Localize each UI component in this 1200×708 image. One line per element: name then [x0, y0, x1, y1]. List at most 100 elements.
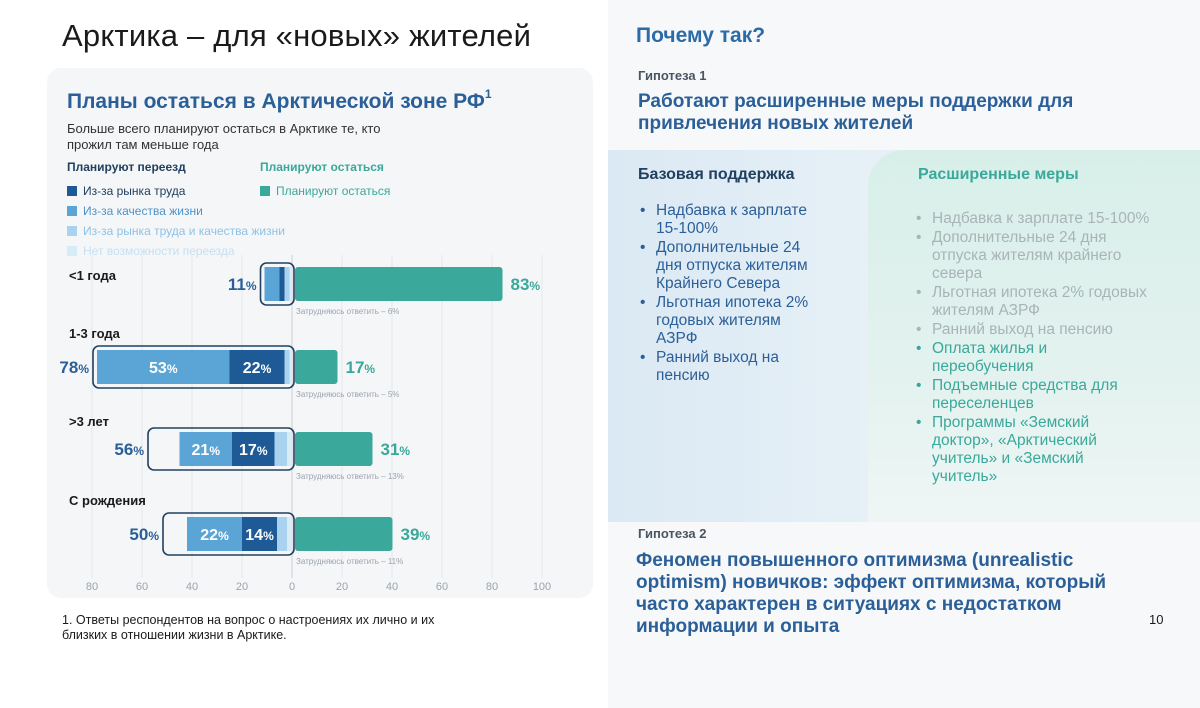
move-total-label: 78% [59, 358, 89, 377]
move-total-label: 56% [114, 440, 144, 459]
x-tick-label: 20 [336, 581, 348, 593]
legend-label-labor: Из-за рынка труда [83, 184, 186, 198]
category-label: С рождения [69, 493, 146, 508]
legend-header-move: Планируют переезд [67, 160, 186, 174]
move-segment-value-label: 17% [239, 442, 268, 459]
hypothesis-1-text: Работают расширенные меры поддержки для … [638, 91, 1074, 134]
move-bar-segment [274, 432, 287, 466]
footnote: 1. Ответы респондентов на вопрос о настр… [62, 613, 435, 642]
extended-measure-item-new: Подъемные средства для переселенцев [914, 377, 1150, 413]
hard-to-answer-label: Затрудняюсь ответить – 6% [296, 307, 399, 316]
stay-bar [295, 517, 393, 551]
basic-support-item: Дополнительные 24 дня отпуска жителям Кр… [638, 239, 818, 293]
x-tick-label: 40 [386, 581, 398, 593]
extended-measure-item-base: Дополнительные 24 дня отпуска жителям кр… [914, 229, 1150, 283]
hypothesis-1-label: Гипотеза 1 [638, 68, 707, 83]
legend-item-labor: Из-за рынка труда [67, 184, 185, 198]
stay-bar [295, 267, 503, 301]
x-tick-label: 0 [289, 581, 295, 593]
extended-measure-item-base: Льготная ипотека 2% годовых жителям АЗРФ [914, 284, 1150, 320]
stay-value-label: 31% [381, 440, 411, 459]
legend-swatch-stay [260, 186, 270, 196]
chart-title-text: Планы остаться в Арктической зоне РФ [67, 90, 485, 113]
legend-item-both: Из-за рынка труда и качества жизни [67, 224, 285, 238]
chart-plot: 80 60 40 20 0 20 40 60 80 100 <1 года 11% 83% Затрудн… [59, 255, 551, 593]
basic-support-item: Ранний выход на пенсию [638, 349, 818, 385]
stay-bar [295, 350, 338, 384]
move-bar-segment [289, 350, 292, 384]
move-segment-value-label: 53% [149, 360, 178, 377]
legend-label-no-option: Нет возможности переезда [83, 244, 235, 258]
category-label: 1-3 года [69, 326, 121, 341]
move-segment-value-label: 14% [245, 527, 274, 544]
move-bar-segment [284, 267, 290, 301]
category-label: >3 лет [69, 414, 109, 429]
move-bar-segment [287, 517, 292, 551]
basic-support-list: Надбавка к зарплате 15-100%Дополнительны… [638, 202, 818, 386]
legend-label-both: Из-за рынка труда и качества жизни [83, 224, 285, 238]
stay-bar [295, 432, 373, 466]
legend-label-stay: Планируют остаться [276, 184, 391, 198]
move-bar-segment [232, 432, 275, 466]
move-total-outline [92, 345, 295, 389]
move-total-label: 11% [228, 275, 257, 294]
extended-measures-list: Надбавка к зарплате 15-100%Дополнительны… [914, 210, 1150, 487]
extended-measure-item-base: Надбавка к зарплате 15-100% [914, 210, 1150, 228]
x-tick-label: 60 [436, 581, 448, 593]
move-total-outline [259, 262, 295, 306]
x-tick-label: 100 [533, 581, 551, 593]
legend-item-stay: Планируют остаться [260, 184, 390, 198]
x-tick-label: 80 [86, 581, 98, 593]
right-title: Почему так? [636, 24, 766, 47]
x-tick-label: 40 [186, 581, 198, 593]
legend-swatch-no-option [67, 246, 77, 256]
move-bar-segment [187, 517, 242, 551]
legend-swatch-both [67, 226, 77, 236]
move-segment-value-label: 22% [243, 360, 272, 377]
legend-item-no-option: Нет возможности переезда [67, 244, 235, 258]
legend-header-stay: Планируют остаться [260, 160, 384, 174]
basic-support-item: Льготная ипотека 2% годовых жителям АЗРФ [638, 294, 818, 348]
move-bar-segment [179, 432, 232, 466]
move-total-outline [162, 512, 295, 556]
move-bar-segment [289, 267, 292, 301]
move-segment-value-label: 21% [192, 442, 221, 459]
slide-title: Арктика – для «новых» жителей [62, 18, 532, 53]
move-total-outline [147, 427, 295, 471]
basic-support-item: Надбавка к зарплате 15-100% [638, 202, 818, 238]
chart-title: Планы остаться в Арктической зоне РФ1 [67, 87, 492, 114]
x-tick-label: 60 [136, 581, 148, 593]
x-tick-label: 80 [486, 581, 498, 593]
x-tick-label: 20 [236, 581, 248, 593]
move-segment-value-label: 22% [200, 527, 229, 544]
legend-swatch-quality [67, 206, 77, 216]
move-bar-segment [242, 517, 277, 551]
move-bar-segment [264, 267, 280, 301]
basic-support-title: Базовая поддержка [638, 166, 795, 183]
move-total-label: 50% [129, 525, 159, 544]
legend-label-quality: Из-за качества жизни [83, 204, 203, 218]
category-label: <1 года [69, 268, 117, 283]
move-bar-segment [277, 517, 287, 551]
hypothesis-2-label: Гипотеза 2 [638, 526, 707, 541]
chart-card [47, 68, 593, 598]
page-number: 10 [1149, 612, 1164, 627]
extended-measure-item-new: Программы «Земский доктор», «Арктический… [914, 414, 1150, 486]
hard-to-answer-label: Затрудняюсь ответить – 13% [296, 472, 404, 481]
move-bar-segment [97, 350, 230, 384]
chart-subtitle: Больше всего планируют остаться в Арктик… [67, 121, 381, 152]
extended-measure-item-new: Оплата жилья и переобучения [914, 340, 1150, 376]
move-bar-segment [279, 267, 285, 301]
legend-swatch-labor [67, 186, 77, 196]
stay-value-label: 83% [511, 275, 541, 294]
move-bar-segment [287, 432, 292, 466]
stay-value-label: 39% [401, 525, 431, 544]
chart-title-footnote-mark: 1 [484, 87, 492, 101]
stay-value-label: 17% [346, 358, 376, 377]
hard-to-answer-label: Затрудняюсь ответить – 5% [296, 390, 399, 399]
hypothesis-2-text: Феномен повышенного оптимизма (unrealist… [636, 550, 1107, 637]
hard-to-answer-label: Затрудняюсь ответить – 11% [296, 557, 403, 566]
extended-measures-title: Расширенные меры [918, 166, 1079, 183]
move-bar-segment [229, 350, 285, 384]
move-bar-segment [284, 350, 290, 384]
